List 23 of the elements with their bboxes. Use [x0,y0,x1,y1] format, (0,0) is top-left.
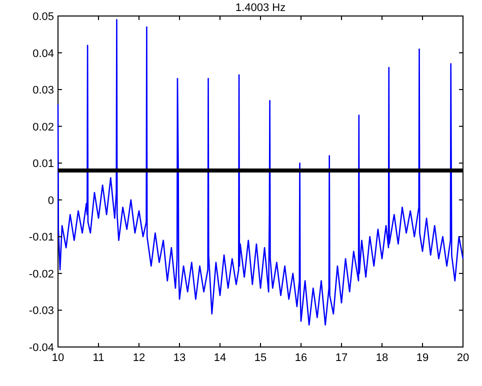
x-tick-label: 11 [92,352,104,364]
y-tick-label: 0.02 [32,121,54,134]
x-tick-label: 10 [52,352,64,364]
x-tick-label: 20 [456,352,470,364]
x-tick-label: 12 [132,352,146,364]
x-tick-label: 16 [294,352,308,364]
y-tick-label: -0.03 [28,305,54,318]
x-tick-label: 18 [376,352,388,364]
line-series [57,19,464,326]
y-tick-label: 0.05 [32,11,54,23]
x-tick-label: 15 [254,352,267,364]
x-tick-label: 13 [173,352,186,364]
chart-title: 1.4003 Hz [235,2,286,14]
y-tick-label: 0 [48,194,54,207]
x-tick-label: 19 [416,352,429,364]
x-tick-label: 17 [335,352,348,364]
y-tick-label: -0.01 [28,232,54,244]
y-tick-label: -0.02 [28,268,54,280]
y-tick-label: 0.03 [32,84,54,97]
y-tick-label: -0.04 [28,342,54,354]
y-tick-label: 0.04 [32,48,54,60]
x-tick-label: 14 [214,352,226,364]
y-tick-label: 0.01 [32,158,54,170]
